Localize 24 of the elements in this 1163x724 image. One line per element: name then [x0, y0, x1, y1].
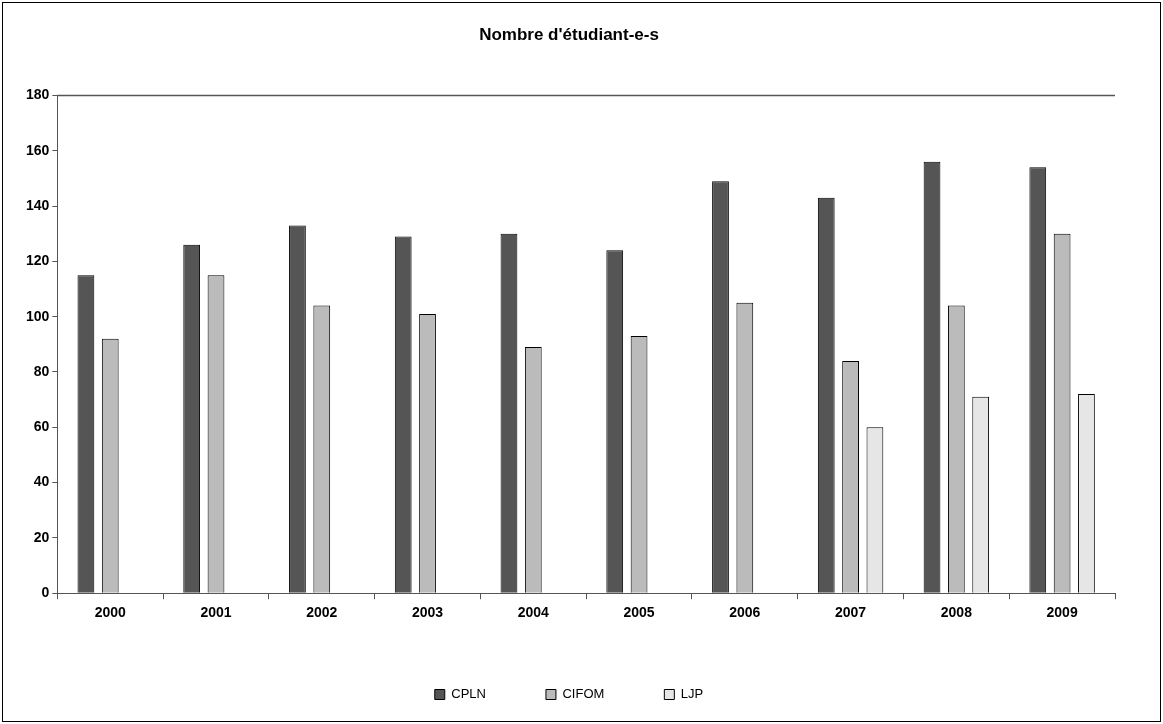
x-tick-label: 2008 [940, 604, 973, 621]
x-tick-label: 2009 [1046, 604, 1078, 621]
x-tick-label: 2001 [200, 604, 232, 621]
y-tick-label: 160 [26, 141, 50, 158]
x-tick-label: 2002 [306, 604, 338, 621]
y-tick-label: 140 [26, 196, 50, 213]
legend-label: CIFOM [562, 686, 605, 702]
y-tick-label: 80 [33, 362, 50, 379]
x-tick-label: 2004 [517, 604, 550, 621]
x-tick-label: 2000 [94, 604, 127, 621]
x-tick-label: 2003 [411, 604, 444, 621]
legend-label: CPLN [451, 686, 486, 702]
x-tick-label: 2006 [729, 604, 761, 621]
y-tick-label: 120 [26, 252, 50, 269]
y-tick-label: 20 [33, 528, 50, 545]
y-tick-label: 180 [26, 86, 50, 103]
legend-label: LJP [680, 686, 704, 702]
y-tick-label: 0 [41, 584, 50, 601]
x-tick-label: 2007 [835, 604, 867, 621]
y-tick-label: 40 [33, 473, 50, 490]
y-tick-label: 100 [26, 307, 50, 324]
chart-title: Nombre d'étudiant-e-s [479, 24, 659, 44]
x-tick-label: 2005 [623, 604, 655, 621]
y-tick-label: 60 [33, 418, 50, 435]
